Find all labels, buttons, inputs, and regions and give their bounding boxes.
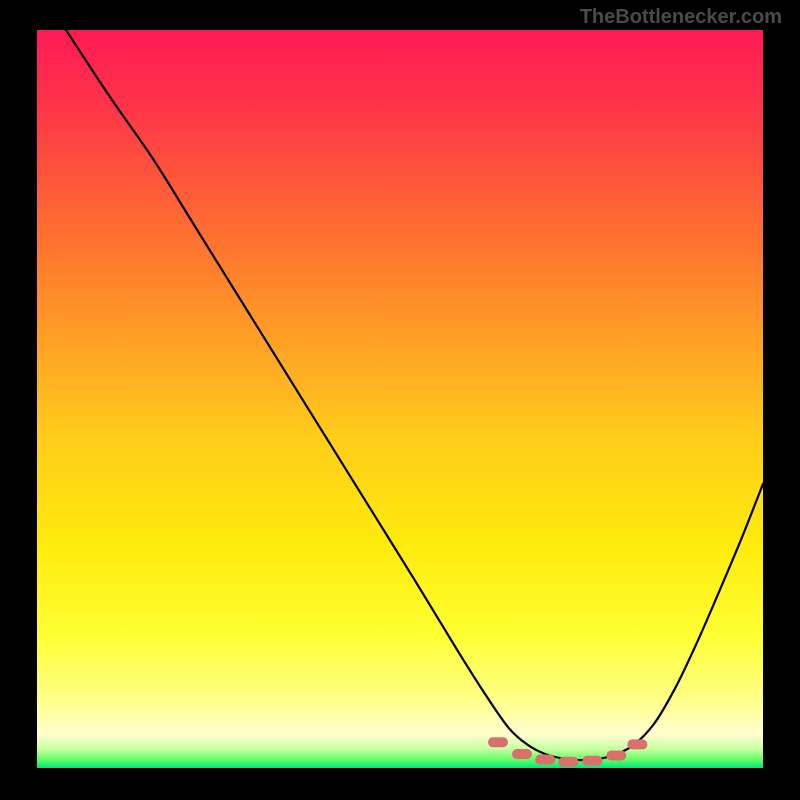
curve-marker [558, 757, 578, 767]
curve-marker [512, 749, 532, 759]
curve-marker [582, 756, 602, 766]
watermark-text: TheBottlenecker.com [580, 6, 782, 29]
curve-marker [488, 737, 508, 747]
chart-svg [37, 30, 763, 768]
chart-container: { "watermark": { "text": "TheBottlenecke… [0, 0, 800, 800]
curve-marker [535, 755, 555, 765]
plot-area [37, 30, 763, 768]
curve-marker [627, 739, 647, 749]
chart-background [37, 30, 763, 768]
curve-marker [606, 751, 626, 761]
